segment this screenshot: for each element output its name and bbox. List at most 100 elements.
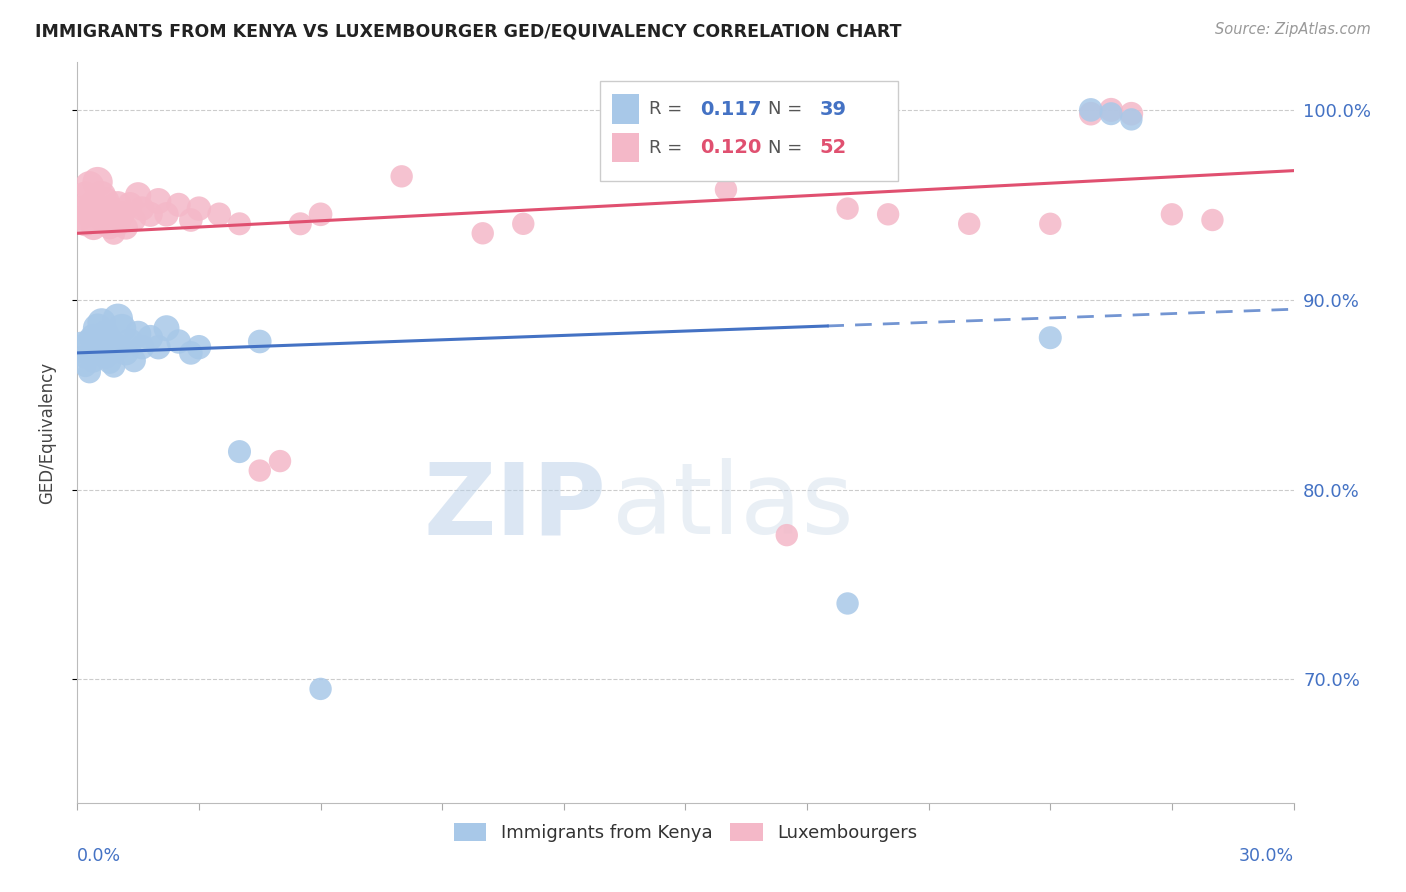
Point	[98, 202, 121, 216]
Point	[1121, 112, 1143, 127]
Point	[103, 207, 125, 221]
Point	[714, 183, 737, 197]
Point	[103, 359, 125, 374]
Legend: Immigrants from Kenya, Luxembourgers: Immigrants from Kenya, Luxembourgers	[446, 815, 925, 849]
Point	[127, 326, 149, 341]
Point	[148, 194, 170, 208]
Point	[83, 198, 105, 212]
Point	[111, 321, 134, 335]
Point	[228, 444, 250, 458]
Point	[309, 207, 332, 221]
Y-axis label: GED/Equivalency: GED/Equivalency	[38, 361, 56, 504]
Text: N =: N =	[768, 100, 808, 118]
Text: 52: 52	[820, 138, 846, 157]
Point	[90, 338, 112, 352]
Point	[118, 198, 141, 212]
Point	[309, 681, 332, 696]
Point	[180, 346, 202, 360]
Point	[1080, 103, 1102, 117]
Point	[155, 207, 177, 221]
Point	[131, 202, 153, 216]
Point	[208, 207, 231, 221]
Text: 39: 39	[820, 100, 846, 119]
Point	[1039, 331, 1062, 345]
Point	[75, 350, 97, 364]
Point	[155, 321, 177, 335]
Point	[75, 188, 97, 202]
Point	[79, 365, 101, 379]
Point	[148, 340, 170, 354]
Text: Source: ZipAtlas.com: Source: ZipAtlas.com	[1215, 22, 1371, 37]
Point	[1099, 106, 1122, 120]
Point	[98, 220, 121, 235]
Text: 30.0%: 30.0%	[1239, 847, 1294, 865]
Point	[86, 346, 108, 360]
Point	[131, 340, 153, 354]
Point	[249, 464, 271, 478]
Point	[228, 217, 250, 231]
Point	[122, 353, 145, 368]
Point	[103, 343, 125, 358]
Point	[70, 202, 93, 216]
Bar	[613, 133, 640, 162]
Point	[90, 188, 112, 202]
Point	[1099, 103, 1122, 117]
Point	[98, 333, 121, 347]
Point	[471, 227, 494, 241]
Point	[957, 217, 980, 231]
Point	[167, 198, 190, 212]
Point	[1080, 106, 1102, 120]
Point	[86, 175, 108, 189]
Point	[107, 340, 129, 354]
Bar	[613, 95, 640, 124]
Point	[79, 334, 101, 349]
Point	[512, 217, 534, 231]
Point	[75, 217, 97, 231]
Point	[107, 311, 129, 326]
Point	[90, 316, 112, 330]
Point	[180, 213, 202, 227]
Text: IMMIGRANTS FROM KENYA VS LUXEMBOURGER GED/EQUIVALENCY CORRELATION CHART: IMMIGRANTS FROM KENYA VS LUXEMBOURGER GE…	[35, 22, 901, 40]
Bar	[600, 81, 898, 181]
Point	[115, 346, 138, 360]
Point	[127, 188, 149, 202]
Point	[94, 326, 117, 341]
Text: 0.117: 0.117	[700, 100, 762, 119]
Point	[90, 211, 112, 226]
Point	[139, 331, 162, 345]
Point	[98, 355, 121, 369]
Text: R =: R =	[650, 100, 688, 118]
Point	[103, 227, 125, 241]
Point	[94, 194, 117, 208]
Point	[83, 331, 105, 345]
Point	[86, 321, 108, 335]
Point	[188, 340, 211, 354]
Text: atlas: atlas	[613, 458, 853, 555]
Point	[1121, 106, 1143, 120]
Point	[118, 334, 141, 349]
Point	[1039, 217, 1062, 231]
Text: ZIP: ZIP	[423, 458, 606, 555]
Point	[83, 353, 105, 368]
Point	[107, 198, 129, 212]
Point	[83, 220, 105, 235]
Point	[1201, 213, 1223, 227]
Point	[269, 454, 291, 468]
Text: N =: N =	[768, 138, 808, 157]
Point	[79, 207, 101, 221]
Point	[122, 213, 145, 227]
Point	[837, 202, 859, 216]
Point	[94, 217, 117, 231]
Point	[139, 207, 162, 221]
Text: 0.0%: 0.0%	[77, 847, 121, 865]
Point	[86, 202, 108, 216]
Point	[776, 528, 799, 542]
Text: R =: R =	[650, 138, 688, 157]
Point	[70, 211, 93, 226]
Point	[115, 220, 138, 235]
Point	[1161, 207, 1184, 221]
Point	[79, 178, 101, 193]
Point	[188, 202, 211, 216]
Text: 0.120: 0.120	[700, 138, 762, 157]
Point	[837, 597, 859, 611]
